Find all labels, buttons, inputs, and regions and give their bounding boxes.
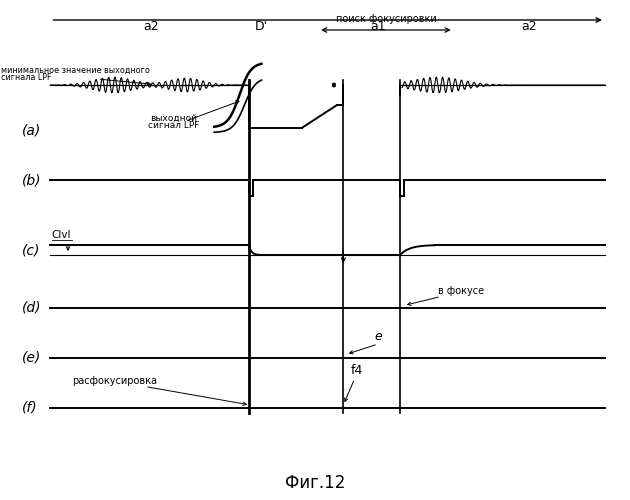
Text: e: e	[375, 330, 382, 344]
Text: сигнала LPF: сигнала LPF	[1, 72, 52, 82]
Text: (d): (d)	[22, 300, 42, 314]
Text: a1: a1	[370, 20, 386, 32]
Text: (e): (e)	[22, 350, 42, 364]
Text: выходной: выходной	[150, 114, 197, 122]
Text: f4: f4	[351, 364, 364, 378]
Text: в фокусе: в фокусе	[438, 286, 484, 296]
Text: D': D'	[255, 20, 268, 32]
Text: a2: a2	[144, 20, 159, 32]
Text: (b): (b)	[22, 173, 42, 187]
Text: (c): (c)	[22, 243, 40, 257]
Text: (a): (a)	[22, 123, 42, 137]
Text: a2: a2	[522, 20, 537, 32]
Text: Фиг.12: Фиг.12	[285, 474, 345, 492]
Text: минимальное значение выходного: минимальное значение выходного	[1, 66, 150, 75]
Text: расфокусировка: расфокусировка	[72, 376, 158, 386]
Text: поиск фокусировки: поиск фокусировки	[336, 14, 436, 24]
Text: Clvl: Clvl	[52, 230, 71, 240]
Text: (f): (f)	[22, 400, 38, 414]
Text: сигнал LPF: сигнал LPF	[147, 121, 199, 130]
